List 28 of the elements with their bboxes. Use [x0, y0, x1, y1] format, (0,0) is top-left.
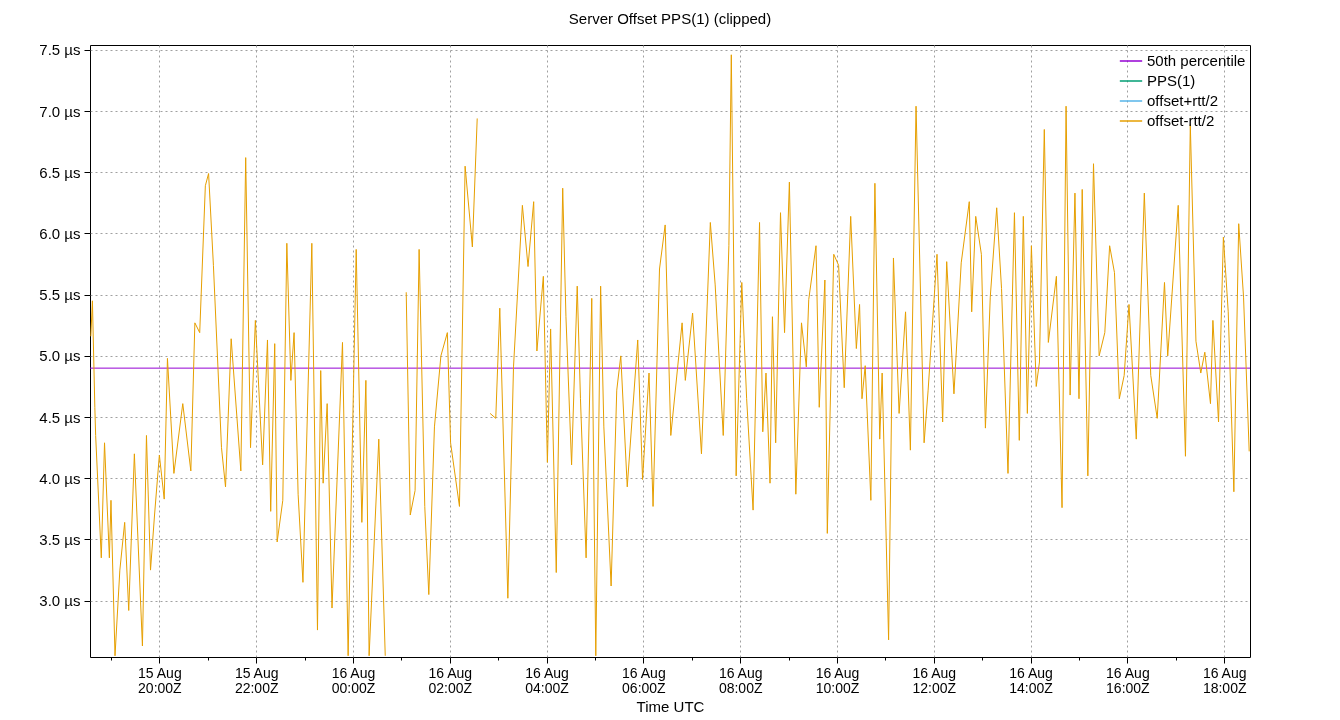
x-tick-label: 15 Aug 20:00Z — [138, 664, 183, 696]
y-tick-label: 5.5 µs — [39, 286, 81, 304]
x-tick-label: 16 Aug 16:00Z — [1106, 664, 1151, 696]
y-tick-label: 6.0 µs — [39, 225, 81, 242]
y-tick-label: 3.5 µs — [39, 531, 81, 548]
x-tick-label: 16 Aug 14:00Z — [1009, 664, 1054, 696]
y-tick-label: 6.5 µs — [39, 163, 81, 181]
x-tick-label: 16 Aug 08:00Z — [718, 664, 763, 696]
x-tick-label: 16 Aug 18:00Z — [1202, 664, 1247, 696]
x-tick-label: 16 Aug 04:00Z — [525, 664, 570, 696]
y-tick-label: 3.0 µs — [39, 592, 81, 610]
legend-label: offset-rtt/2 — [1147, 112, 1215, 129]
y-tick-label: 4.0 µs — [39, 469, 81, 487]
x-axis-title: Time UTC — [636, 697, 705, 715]
x-tick-label: 16 Aug 06:00Z — [622, 664, 667, 696]
x-tick-label: 16 Aug 02:00Z — [428, 664, 473, 696]
y-tick-label: 5.0 µs — [39, 347, 81, 365]
x-tick-label: 15 Aug 22:00Z — [234, 664, 279, 696]
legend-label: offset+rtt/2 — [1147, 92, 1219, 109]
y-tick-label: 4.5 µs — [39, 408, 81, 426]
y-tick-label: 7.0 µs — [39, 102, 81, 120]
x-tick-label: 16 Aug 00:00Z — [331, 664, 376, 696]
legend-label: PPS(1) — [1147, 72, 1196, 89]
y-tick-label: 7.5 µs — [39, 41, 81, 59]
legend-label: 50th percentile — [1147, 52, 1246, 69]
chart-title: Server Offset PPS(1) (clipped) — [568, 9, 772, 27]
x-tick-label: 16 Aug 10:00Z — [815, 664, 860, 696]
x-tick-label: 16 Aug 12:00Z — [912, 664, 957, 696]
